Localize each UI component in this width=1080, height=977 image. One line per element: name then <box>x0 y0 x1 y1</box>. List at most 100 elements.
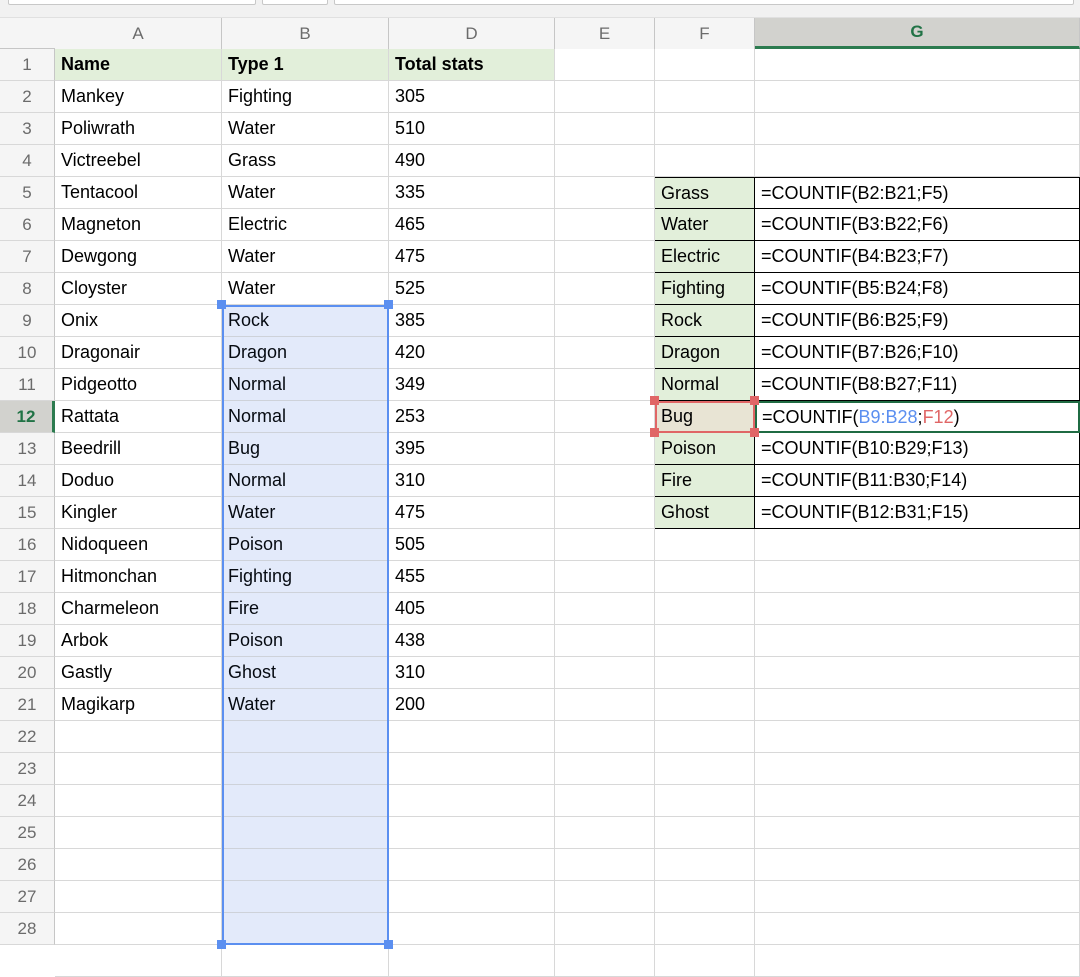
cell-e24[interactable] <box>555 785 655 817</box>
cell-name-14[interactable]: Doduo <box>55 465 222 497</box>
row-header-13[interactable]: 13 <box>0 433 55 465</box>
active-cell-g12[interactable]: =COUNTIF(B9:B28; F12) <box>755 401 1080 433</box>
cell-total-3[interactable]: 510 <box>389 113 555 145</box>
cell-name-17[interactable]: Hitmonchan <box>55 561 222 593</box>
lookup-label-f15[interactable]: Ghost <box>655 497 755 529</box>
cell-f4[interactable] <box>655 145 755 177</box>
cell-a24[interactable] <box>55 785 222 817</box>
cell-b25[interactable] <box>222 817 389 849</box>
cell-g29[interactable] <box>755 945 1080 977</box>
cell-e9[interactable] <box>555 305 655 337</box>
cell-f27[interactable] <box>655 881 755 913</box>
lookup-label-f14[interactable]: Fire <box>655 465 755 497</box>
cell-type-8[interactable]: Water <box>222 273 389 305</box>
lookup-formula-g13[interactable]: =COUNTIF(B10:B29;F13) <box>755 433 1080 465</box>
cell-type-14[interactable]: Normal <box>222 465 389 497</box>
row-header-22[interactable]: 22 <box>0 721 55 753</box>
table-header-d[interactable]: Total stats <box>389 49 555 81</box>
cell-g19[interactable] <box>755 625 1080 657</box>
lookup-label-f8[interactable]: Fighting <box>655 273 755 305</box>
cell-name-11[interactable]: Pidgeotto <box>55 369 222 401</box>
cell-total-17[interactable]: 455 <box>389 561 555 593</box>
cell-type-7[interactable]: Water <box>222 241 389 273</box>
ref-handle-top-left[interactable] <box>650 396 659 405</box>
cell-f24[interactable] <box>655 785 755 817</box>
cell-a22[interactable] <box>55 721 222 753</box>
cell-total-12[interactable]: 253 <box>389 401 555 433</box>
cell-f25[interactable] <box>655 817 755 849</box>
cell-b24[interactable] <box>222 785 389 817</box>
cell-a25[interactable] <box>55 817 222 849</box>
cell-g21[interactable] <box>755 689 1080 721</box>
cell-f29[interactable] <box>655 945 755 977</box>
row-header-20[interactable]: 20 <box>0 657 55 689</box>
cell-e3[interactable] <box>555 113 655 145</box>
cell-e20[interactable] <box>555 657 655 689</box>
cell-f19[interactable] <box>655 625 755 657</box>
cell-b27[interactable] <box>222 881 389 913</box>
cell-name-9[interactable]: Onix <box>55 305 222 337</box>
cell-f21[interactable] <box>655 689 755 721</box>
cell-a29[interactable] <box>55 945 222 977</box>
cell-total-13[interactable]: 395 <box>389 433 555 465</box>
cell-d23[interactable] <box>389 753 555 785</box>
cell-total-11[interactable]: 349 <box>389 369 555 401</box>
row-header-24[interactable]: 24 <box>0 785 55 817</box>
row-header-21[interactable]: 21 <box>0 689 55 721</box>
name-box[interactable] <box>8 0 256 5</box>
cell-e12[interactable] <box>555 401 655 433</box>
row-header-3[interactable]: 3 <box>0 113 55 145</box>
cell-type-19[interactable]: Poison <box>222 625 389 657</box>
cell-type-21[interactable]: Water <box>222 689 389 721</box>
row-header-1[interactable]: 1 <box>0 49 55 81</box>
cell-e25[interactable] <box>555 817 655 849</box>
cell-g28[interactable] <box>755 913 1080 945</box>
cell-g4[interactable] <box>755 145 1080 177</box>
cell-e5[interactable] <box>555 177 655 209</box>
cell-f17[interactable] <box>655 561 755 593</box>
insert-function-icon[interactable] <box>262 0 328 5</box>
cell-a26[interactable] <box>55 849 222 881</box>
cell-e7[interactable] <box>555 241 655 273</box>
cell-f18[interactable] <box>655 593 755 625</box>
cell-type-2[interactable]: Fighting <box>222 81 389 113</box>
cell-type-3[interactable]: Water <box>222 113 389 145</box>
cell-g18[interactable] <box>755 593 1080 625</box>
cell-d22[interactable] <box>389 721 555 753</box>
cell-total-7[interactable]: 475 <box>389 241 555 273</box>
range-handle-bottom-left[interactable] <box>217 940 226 949</box>
lookup-label-f7[interactable]: Electric <box>655 241 755 273</box>
lookup-label-f10[interactable]: Dragon <box>655 337 755 369</box>
cell-e28[interactable] <box>555 913 655 945</box>
cell-total-16[interactable]: 505 <box>389 529 555 561</box>
lookup-formula-g8[interactable]: =COUNTIF(B5:B24;F8) <box>755 273 1080 305</box>
row-header-7[interactable]: 7 <box>0 241 55 273</box>
cell-total-18[interactable]: 405 <box>389 593 555 625</box>
cell-name-18[interactable]: Charmeleon <box>55 593 222 625</box>
lookup-label-f12[interactable]: Bug <box>655 401 755 433</box>
cell-type-11[interactable]: Normal <box>222 369 389 401</box>
cell-e15[interactable] <box>555 497 655 529</box>
cell-type-17[interactable]: Fighting <box>222 561 389 593</box>
cell-e21[interactable] <box>555 689 655 721</box>
row-header-4[interactable]: 4 <box>0 145 55 177</box>
cell-name-4[interactable]: Victreebel <box>55 145 222 177</box>
cell-name-3[interactable]: Poliwrath <box>55 113 222 145</box>
cell-type-9[interactable]: Rock <box>222 305 389 337</box>
lookup-formula-g14[interactable]: =COUNTIF(B11:B30;F14) <box>755 465 1080 497</box>
cell-g2[interactable] <box>755 81 1080 113</box>
cell-g22[interactable] <box>755 721 1080 753</box>
cell-total-10[interactable]: 420 <box>389 337 555 369</box>
row-header-12[interactable]: 12 <box>0 401 55 433</box>
cell-name-21[interactable]: Magikarp <box>55 689 222 721</box>
row-header-6[interactable]: 6 <box>0 209 55 241</box>
cell-b23[interactable] <box>222 753 389 785</box>
cell-g1[interactable] <box>755 49 1080 81</box>
row-header-23[interactable]: 23 <box>0 753 55 785</box>
lookup-label-f5[interactable]: Grass <box>655 177 755 209</box>
cell-e18[interactable] <box>555 593 655 625</box>
cell-e27[interactable] <box>555 881 655 913</box>
row-header-25[interactable]: 25 <box>0 817 55 849</box>
cell-name-20[interactable]: Gastly <box>55 657 222 689</box>
cell-e10[interactable] <box>555 337 655 369</box>
